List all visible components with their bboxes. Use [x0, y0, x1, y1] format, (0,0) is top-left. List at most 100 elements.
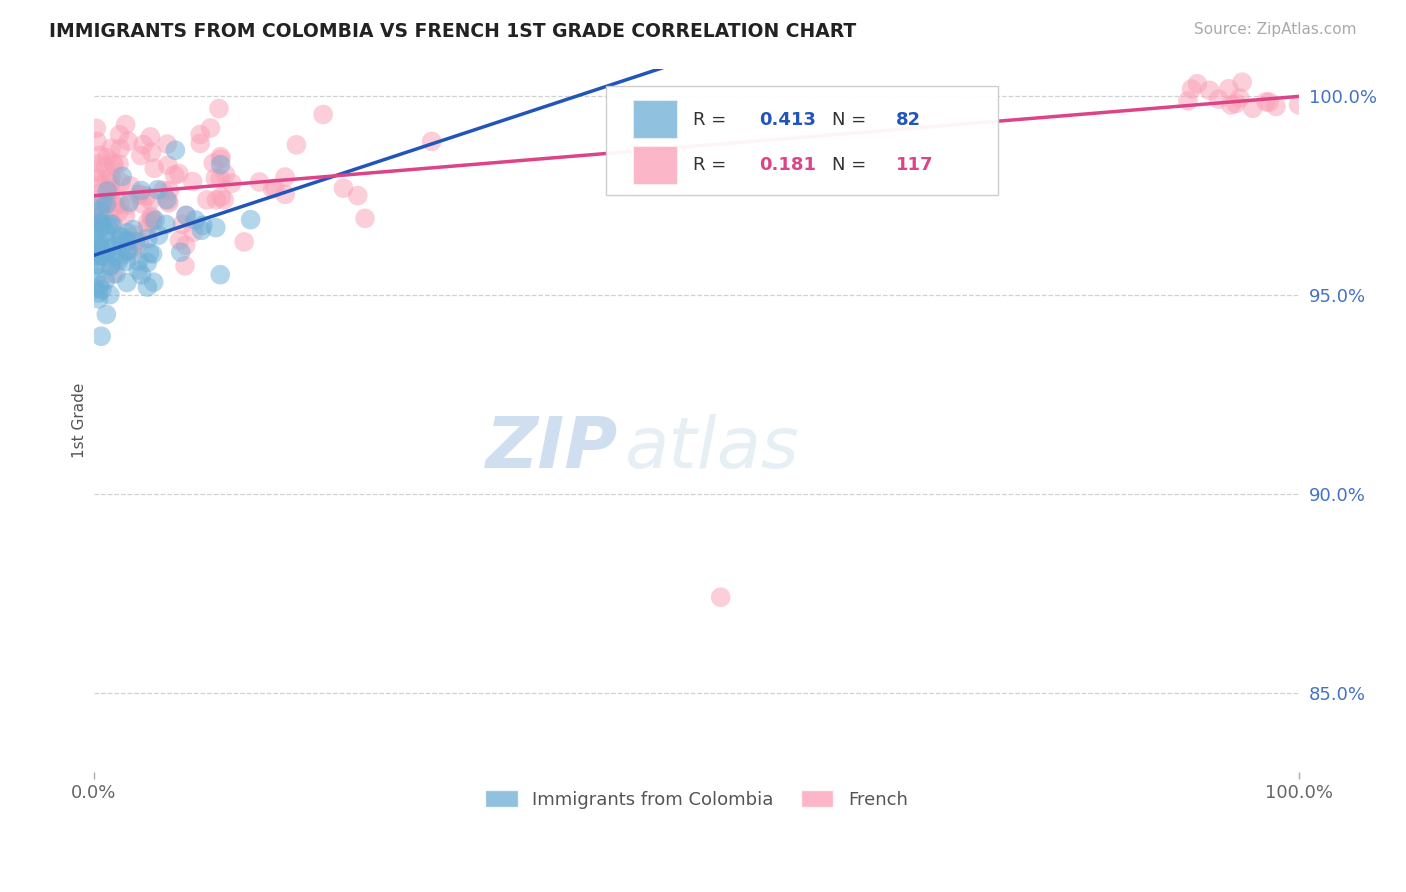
Point — [188, 136, 211, 151]
Point — [1264, 99, 1286, 113]
Point — [1229, 91, 1251, 105]
Point — [122, 222, 145, 236]
Point — [104, 249, 127, 263]
Point — [312, 107, 335, 121]
Point — [148, 228, 170, 243]
Point — [141, 145, 163, 160]
Point — [1187, 77, 1209, 91]
Point — [156, 158, 179, 172]
Point — [136, 255, 159, 269]
Point — [84, 259, 107, 273]
Point — [100, 258, 122, 272]
Point — [1288, 98, 1310, 112]
Point — [239, 212, 262, 227]
Point — [94, 273, 117, 287]
Point — [136, 215, 159, 229]
Point — [84, 165, 107, 179]
Point — [97, 219, 120, 234]
Point — [204, 171, 226, 186]
Point — [190, 223, 212, 237]
Point — [100, 141, 122, 155]
Point — [101, 184, 124, 198]
Point — [135, 189, 157, 203]
Point — [100, 170, 122, 185]
Point — [121, 244, 143, 258]
Point — [101, 267, 124, 281]
Point — [195, 193, 218, 207]
Point — [90, 248, 112, 262]
Legend: Immigrants from Colombia, French: Immigrants from Colombia, French — [478, 782, 915, 816]
Point — [96, 308, 118, 322]
Point — [87, 285, 110, 300]
Text: 0.413: 0.413 — [759, 111, 815, 128]
Point — [108, 128, 131, 142]
Point — [84, 282, 107, 296]
Text: 117: 117 — [896, 156, 934, 174]
Point — [87, 292, 110, 306]
Point — [90, 214, 112, 228]
Point — [90, 219, 112, 234]
Point — [90, 283, 112, 297]
Point — [89, 220, 111, 235]
Point — [91, 201, 114, 215]
Point — [84, 121, 107, 136]
Point — [96, 197, 118, 211]
Point — [108, 229, 131, 244]
Point — [127, 263, 149, 277]
Point — [100, 185, 122, 199]
Point — [141, 247, 163, 261]
Point — [146, 183, 169, 197]
Point — [100, 217, 122, 231]
Point — [167, 167, 190, 181]
Point — [156, 137, 179, 152]
Text: 0.181: 0.181 — [759, 156, 817, 174]
Point — [117, 198, 139, 212]
Text: Source: ZipAtlas.com: Source: ZipAtlas.com — [1194, 22, 1357, 37]
Point — [100, 260, 122, 274]
Point — [86, 248, 108, 262]
Point — [89, 235, 111, 250]
Point — [111, 230, 134, 244]
Point — [105, 199, 128, 213]
Point — [1218, 82, 1240, 96]
Point — [1258, 95, 1281, 109]
Point — [104, 199, 127, 213]
Point — [204, 220, 226, 235]
Point — [117, 234, 139, 248]
Point — [202, 156, 225, 170]
Point — [108, 157, 131, 171]
Point — [188, 128, 211, 142]
Text: atlas: atlas — [624, 414, 799, 483]
Text: R =: R = — [693, 111, 733, 128]
Point — [91, 217, 114, 231]
Point — [170, 245, 193, 260]
Point — [91, 195, 114, 210]
Point — [191, 219, 214, 233]
Point — [1230, 75, 1253, 89]
Point — [124, 227, 146, 242]
Point — [156, 193, 179, 207]
Point — [110, 249, 132, 263]
Point — [90, 329, 112, 343]
Point — [163, 168, 186, 182]
Point — [169, 233, 191, 247]
Point — [208, 102, 231, 116]
Point — [1225, 96, 1247, 111]
Point — [346, 188, 368, 202]
Point — [129, 184, 152, 198]
Point — [157, 194, 180, 208]
Point — [212, 193, 235, 207]
Point — [165, 143, 187, 157]
Point — [115, 254, 138, 268]
Point — [1177, 94, 1199, 108]
Point — [264, 181, 287, 195]
Point — [141, 214, 163, 228]
Point — [136, 280, 159, 294]
Point — [155, 218, 177, 232]
FancyBboxPatch shape — [633, 101, 679, 139]
Point — [420, 135, 443, 149]
Point — [209, 190, 232, 204]
Point — [96, 151, 118, 165]
Point — [354, 211, 377, 226]
Point — [86, 269, 108, 284]
